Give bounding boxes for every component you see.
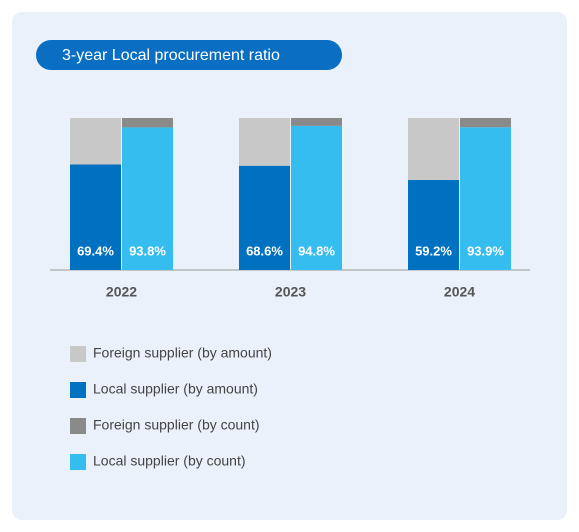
bar-segment — [408, 118, 459, 181]
x-tick-label: 2022 — [106, 284, 137, 300]
legend-label: Foreign supplier (by amount) — [93, 345, 272, 361]
value-label: 59.2% — [415, 243, 452, 258]
value-label: 68.6% — [246, 243, 283, 258]
bar-segment — [291, 118, 342, 126]
legend-swatch — [70, 454, 86, 470]
bar-segment — [239, 165, 290, 270]
bar-segment — [291, 125, 342, 271]
legend-swatch — [70, 346, 86, 362]
bar-segment — [239, 118, 290, 166]
bar-segment — [460, 118, 511, 128]
legend-label: Local supplier (by amount) — [93, 381, 258, 397]
value-label: 93.9% — [467, 243, 504, 258]
x-tick-label: 2023 — [275, 284, 306, 300]
bar-segment — [460, 127, 511, 270]
legend-swatch — [70, 382, 86, 398]
value-label: 69.4% — [77, 243, 114, 258]
bar-segment — [70, 164, 121, 270]
value-label: 94.8% — [298, 243, 335, 258]
value-label: 93.8% — [129, 243, 166, 258]
bar-segment — [70, 118, 121, 165]
bar-segment — [408, 180, 459, 270]
chart-title: 3-year Local procurement ratio — [62, 47, 280, 64]
title-pill — [36, 40, 342, 70]
x-tick-label: 2024 — [444, 284, 475, 300]
legend-label: Foreign supplier (by count) — [93, 417, 260, 433]
legend-swatch — [70, 418, 86, 434]
bar-segment — [122, 118, 173, 128]
legend-label: Local supplier (by count) — [93, 453, 246, 469]
bar-segment — [122, 127, 173, 270]
